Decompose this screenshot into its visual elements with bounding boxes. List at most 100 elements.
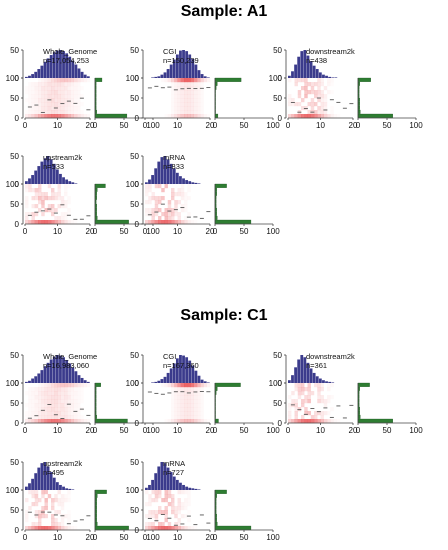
samplea1-mrna-heat-cell xyxy=(174,220,178,225)
samplec1-mrna-y-tick-label: 100 xyxy=(126,486,140,495)
samplea1-downstream2k-heat-cell xyxy=(323,110,328,115)
samplea1-whole-genome-heat-cell xyxy=(31,90,35,95)
samplea1-whole-genome-heat-cell xyxy=(57,106,61,111)
samplec1-downstream2k-top-hist-tick-label: 50 xyxy=(273,351,282,360)
samplec1-upstream2k-y-tick-label: 100 xyxy=(6,486,20,495)
samplea1-cgi-heat-cell xyxy=(190,94,194,99)
samplea1-downstream2k-heat-cell xyxy=(317,86,321,91)
samplea1-cgi-top-hist-bar xyxy=(203,76,207,78)
samplec1-cgi-heat-cell xyxy=(190,387,194,392)
samplea1-upstream2k-heat-cell xyxy=(41,220,45,225)
samplec1-whole-genome-heat-cell xyxy=(47,387,52,392)
samplea1-mrna-side-x-tick-label: 0 xyxy=(213,227,218,236)
samplea1-upstream2k-top-hist-bar xyxy=(55,169,59,184)
samplec1-cgi-top-hist-bar xyxy=(160,379,164,383)
samplea1-upstream2k-top-hist-bar xyxy=(31,175,34,184)
samplec1-cgi-heat-cell xyxy=(197,403,201,408)
samplec1-downstream2k-heat-cell xyxy=(327,387,331,392)
samplec1-downstream2k-heat-cell xyxy=(330,395,333,399)
samplea1-downstream2k-side-x-tick-label: 50 xyxy=(383,121,392,130)
samplea1-upstream2k-heat-cell xyxy=(28,212,32,217)
samplea1-cgi-heat-cell xyxy=(167,114,172,119)
samplec1-downstream2k-top-hist-bar xyxy=(325,381,328,383)
samplec1-mrna-heat-cell xyxy=(151,490,155,495)
samplec1-whole-genome-heat-cell xyxy=(64,415,68,420)
samplea1-whole-genome-heat-cell xyxy=(47,90,52,95)
samplea1-cgi-heat-cell xyxy=(193,110,198,115)
samplec1-whole-genome-heat-cell xyxy=(60,419,65,424)
samplea1-cgi-heat-cell xyxy=(190,114,194,119)
samplec1-cgi-heat-cell xyxy=(197,411,201,416)
samplea1-whole-genome-heat-cell xyxy=(77,106,81,111)
samplea1-mrna-heat-cell xyxy=(167,208,172,213)
samplea1-whole-genome-heat-cell xyxy=(67,114,71,119)
samplec1-whole-genome-heat-cell xyxy=(70,411,74,416)
samplea1-whole-genome-heat-cell xyxy=(67,90,71,95)
samplec1-whole-genome-heat-cell xyxy=(54,419,58,424)
samplea1-whole-genome-heat-cell xyxy=(34,98,39,103)
samplea1-upstream2k-top-hist-bar xyxy=(59,173,62,184)
samplec1-whole-genome-heat-cell xyxy=(73,399,78,404)
samplec1-whole-genome-heat-cell xyxy=(47,419,52,424)
samplea1-whole-genome-heat-cell xyxy=(44,106,48,111)
samplec1-cgi-heat-cell xyxy=(197,387,201,392)
samplec1-mrna-heat-cell xyxy=(184,490,188,495)
samplea1-whole-genome-heat-cell xyxy=(47,82,52,87)
samplec1-upstream2k-heat-cell xyxy=(60,522,65,527)
samplea1-downstream2k-heat-cell xyxy=(314,82,318,87)
samplec1-whole-genome-heat-cell xyxy=(64,403,68,408)
samplec1-whole-genome-heat-cell xyxy=(60,395,65,400)
samplea1-mrna-heat-cell xyxy=(174,212,178,217)
samplec1-downstream2k-heat-cell xyxy=(307,383,311,388)
samplec1-cgi-heat-cell xyxy=(180,419,185,424)
samplea1-cgi-x-tick-label: 0 xyxy=(143,121,148,130)
samplec1-whole-genome-heat-cell xyxy=(41,383,45,388)
samplea1-mrna-heat-cell xyxy=(148,188,152,193)
samplec1-downstream2k-heat-cell xyxy=(317,395,321,400)
samplea1-whole-genome-heat-cell xyxy=(54,114,58,119)
samplea1-mrna-heat-cell xyxy=(174,208,178,213)
samplea1-whole-genome-heat-cell xyxy=(70,90,74,95)
samplec1-whole-genome-heat-cell xyxy=(51,383,55,388)
samplea1-whole-genome-heat-cell xyxy=(34,102,39,107)
samplea1-downstream2k-top-hist-bar xyxy=(325,75,328,78)
samplea1-upstream2k-heat-cell xyxy=(54,216,58,221)
samplec1-whole-genome-heat-cell xyxy=(87,383,90,387)
samplea1-upstream2k-heat-cell xyxy=(51,204,55,209)
samplea1-downstream2k-top-hist-tick-label: 0 xyxy=(278,74,283,83)
samplec1-whole-genome-heat-cell xyxy=(77,411,80,415)
samplea1-mrna-heat-cell xyxy=(148,212,152,217)
samplec1-mrna-heat-cell xyxy=(151,522,155,527)
samplea1-mrna-heat-cell xyxy=(180,188,185,193)
samplec1-whole-genome-heat-cell xyxy=(31,399,35,404)
samplec1-whole-genome-heat-cell xyxy=(67,419,71,424)
samplec1-upstream2k-heat-cell xyxy=(57,490,61,495)
samplec1-upstream2k-heat-cell xyxy=(44,514,48,519)
samplec1-cgi-heat-cell xyxy=(187,399,191,404)
samplea1-cgi-heat-cell xyxy=(207,114,210,118)
samplec1-mrna-top-hist-bar xyxy=(172,476,176,490)
samplec1-upstream2k-heat-cell xyxy=(57,526,61,531)
samplea1-whole-genome-heat-cell xyxy=(25,86,28,90)
samplec1-downstream2k-heat-cell xyxy=(317,387,321,392)
samplec1-mrna-heat-cell xyxy=(171,506,175,511)
samplea1-upstream2k-heat-cell xyxy=(57,204,61,209)
samplea1-whole-genome-top-hist-bar xyxy=(40,65,44,78)
samplec1-whole-genome-heat-cell xyxy=(34,411,39,416)
samplec1-upstream2k-heat-cell xyxy=(60,506,65,511)
samplec1-mrna-heat-cell xyxy=(164,498,168,503)
samplea1-downstream2k-heat-cell xyxy=(307,90,311,95)
samplec1-downstream2k-heat-cell xyxy=(304,407,308,412)
samplec1-downstream2k-heat-cell xyxy=(297,419,302,424)
samplea1-upstream2k-heat-cell xyxy=(38,220,42,225)
samplec1-upstream2k-heat-cell xyxy=(38,522,42,527)
samplea1-whole-genome-heat-cell xyxy=(57,102,61,107)
samplec1-upstream2k-top-hist-bar xyxy=(71,489,75,490)
samplea1-whole-genome-top-hist-bar xyxy=(49,55,53,78)
samplec1-whole-genome-heat-cell xyxy=(31,415,35,420)
samplec1-upstream2k-heat-cell xyxy=(38,510,42,515)
samplec1-cgi-top-hist-bar xyxy=(194,370,198,383)
samplec1-mrna-heat-cell xyxy=(187,526,191,531)
samplec1-downstream2k-heat-cell xyxy=(323,411,328,416)
samplec1-cgi-heat-cell xyxy=(184,395,188,400)
